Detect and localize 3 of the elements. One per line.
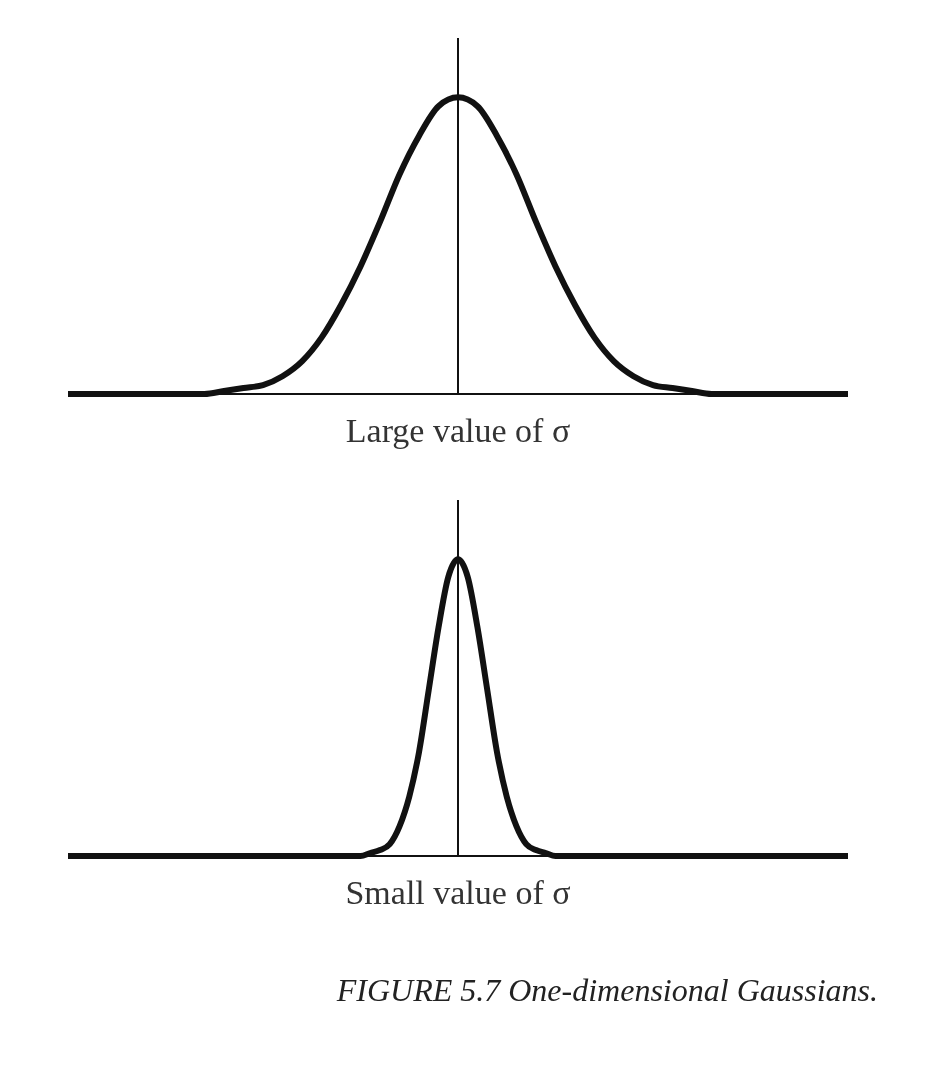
x-axis-title: Large value of σ <box>344 412 572 450</box>
x-axis-title: Small value of σ <box>344 874 572 912</box>
caption: FIGURE 5.7 One-dimensional Gaussians. <box>335 972 878 1009</box>
